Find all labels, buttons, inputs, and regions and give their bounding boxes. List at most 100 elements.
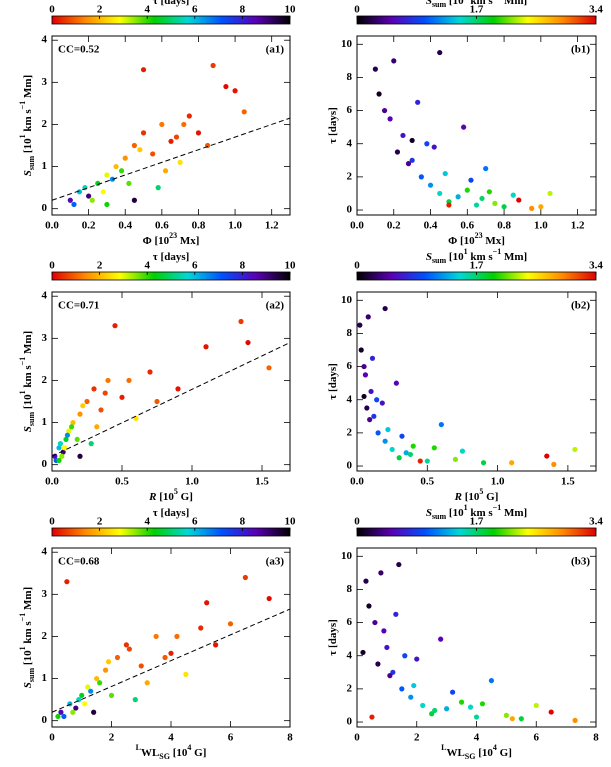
data-point <box>137 147 143 153</box>
fit-line <box>51 342 291 457</box>
data-point <box>382 438 388 444</box>
data-point <box>109 176 116 182</box>
label-part: Mx] <box>177 235 199 247</box>
data-point <box>371 413 377 419</box>
fit-line <box>51 117 291 201</box>
data-point <box>86 193 92 199</box>
y-tick-label: 4 <box>347 393 353 405</box>
data-point <box>242 574 248 581</box>
colorbar-tick-label: 8 <box>240 516 246 528</box>
label-part: sum <box>432 256 447 265</box>
y-tick-label: 6 <box>347 104 353 116</box>
data-point <box>66 428 72 434</box>
data-point <box>126 646 132 652</box>
data-point <box>400 132 406 139</box>
data-point <box>437 190 443 197</box>
data-point <box>374 397 380 403</box>
label-part: Φ [10 <box>448 235 475 247</box>
y-tick-label: 0 <box>347 204 353 216</box>
label-part: [10 <box>462 491 480 503</box>
label-part: km s <box>22 365 34 391</box>
correlation-label: CC=0.68 <box>58 556 100 568</box>
data-point <box>365 314 371 320</box>
label-part: [10 <box>156 491 174 503</box>
data-point <box>372 619 378 626</box>
data-point <box>429 711 435 717</box>
correlation-label: CC=0.71 <box>58 300 99 312</box>
x-tick-label: 1.5 <box>255 476 269 488</box>
data-point <box>204 600 210 606</box>
label-part: 4 <box>493 743 497 752</box>
y-axis-label: Ssum [101 km s−1 Mm] <box>18 331 36 432</box>
data-point <box>89 197 95 203</box>
data-point <box>162 654 168 661</box>
data-point <box>94 424 100 430</box>
data-point <box>376 91 382 97</box>
data-point <box>162 168 169 174</box>
y-tick-label: 1 <box>42 416 48 428</box>
data-point <box>378 570 384 576</box>
data-point <box>420 702 426 709</box>
data-point <box>102 390 108 396</box>
label-part: Φ [10 <box>143 235 170 247</box>
correlation-label: CC=0.52 <box>58 44 100 56</box>
data-point <box>69 424 75 430</box>
x-tick-label: 1.0 <box>185 476 199 488</box>
label-part: G] <box>483 491 498 503</box>
y-tick-label: 2 <box>42 118 48 130</box>
plot-frame <box>356 547 597 728</box>
data-point <box>518 716 524 722</box>
y-tick-label: 2 <box>347 426 353 438</box>
data-point <box>98 407 104 413</box>
label-part: 1 <box>18 646 27 650</box>
data-point <box>387 673 393 679</box>
data-point <box>461 124 467 130</box>
y-tick-label: 4 <box>42 546 48 558</box>
label-part: S <box>426 507 432 519</box>
panel-label: (b3) <box>571 556 590 568</box>
label-part: km s <box>468 507 494 519</box>
data-point <box>411 682 417 689</box>
data-point <box>113 163 119 170</box>
y-tick-label: 0 <box>42 202 48 214</box>
data-point <box>60 449 66 455</box>
y-tick-label: 3 <box>42 332 48 344</box>
data-point <box>144 680 150 686</box>
label-part: [10 <box>446 0 464 7</box>
data-point <box>59 453 65 459</box>
data-point <box>369 714 375 720</box>
y-tick-label: 6 <box>347 616 353 628</box>
panel-label: (a3) <box>266 556 285 568</box>
y-tick-label: 2 <box>347 170 353 182</box>
label-part: R <box>454 491 462 503</box>
data-point <box>203 344 209 350</box>
label-part: km s <box>468 0 494 7</box>
data-point <box>399 686 405 692</box>
label-part: G] <box>178 491 193 503</box>
panel-label: (b1) <box>571 44 590 56</box>
data-point <box>431 445 437 451</box>
colorbar-tick-label: 6 <box>192 260 198 272</box>
data-point <box>467 704 474 710</box>
data-point <box>147 369 153 375</box>
label-part: [10 <box>446 251 464 263</box>
label-part: km s <box>468 251 494 263</box>
data-point <box>155 185 161 191</box>
label-part: km s <box>22 621 34 647</box>
data-point <box>84 398 90 405</box>
colorbar-tick-label: 0 <box>49 516 55 528</box>
y-tick-label: 4 <box>347 137 353 149</box>
label-part: WL <box>141 747 159 759</box>
label-part: −1 <box>18 101 27 110</box>
data-point <box>79 692 85 699</box>
data-point <box>390 669 396 675</box>
data-point <box>126 377 132 384</box>
data-point <box>547 190 553 197</box>
label-part: τ [days] <box>327 107 339 144</box>
data-point <box>424 141 430 147</box>
data-point <box>88 441 94 447</box>
label-part: 5 <box>479 487 483 496</box>
data-point <box>381 628 387 634</box>
label-part: [10 <box>22 394 34 412</box>
label-part: −1 <box>493 503 502 512</box>
